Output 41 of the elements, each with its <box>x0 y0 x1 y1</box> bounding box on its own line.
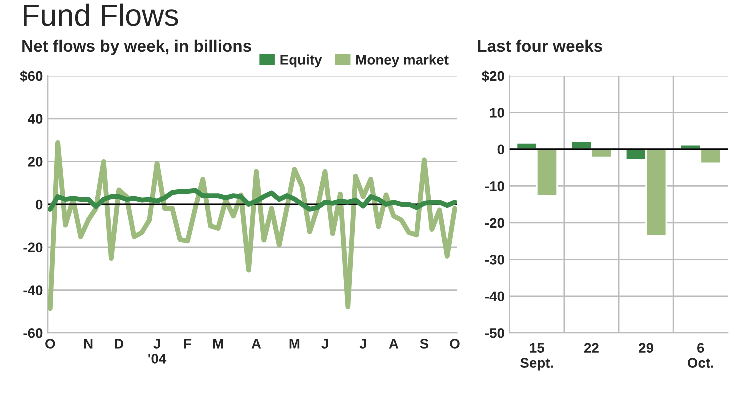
y-tick-label: -40 <box>485 292 504 302</box>
x-tick-label: J <box>322 339 328 349</box>
y-tick-label: -20 <box>485 218 504 228</box>
x-tick-label: 6 Oct. <box>688 343 714 368</box>
y-tick-label: -40 <box>24 286 43 296</box>
y-tick-label: -10 <box>485 182 504 192</box>
y-tick-label: 40 <box>28 114 43 124</box>
x-tick-label: A <box>389 339 399 349</box>
y-tick-label: $20 <box>482 70 504 82</box>
y-tick-label: $60 <box>20 70 43 82</box>
chart-title: Last four weeks <box>478 40 602 52</box>
y-tick-label: -50 <box>485 328 504 338</box>
y-tick-label: 20 <box>28 157 43 167</box>
x-tick-label: 29 <box>639 343 654 354</box>
legend-label: Equity <box>280 54 322 68</box>
x-tick-label: J <box>360 339 366 349</box>
x-tick-label: O <box>450 339 460 349</box>
y-tick-label: 0 <box>36 200 43 210</box>
bar <box>700 148 722 164</box>
bar <box>536 148 558 196</box>
chart-title: Fund Flows <box>24 4 178 26</box>
chart-subtitle: Net flows by week, in billions <box>22 40 252 56</box>
x-tick-label: M <box>290 339 300 349</box>
x-tick-label: 15 Sept. <box>520 343 554 371</box>
x-tick-label: F <box>184 339 192 349</box>
y-tick-label: 10 <box>490 108 504 118</box>
y-tick-label: 0 <box>498 144 504 155</box>
x-tick-label: N <box>84 339 93 349</box>
line-series <box>48 188 458 212</box>
x-tick-label: S <box>420 339 429 349</box>
x-tick-label: 22 <box>584 343 599 353</box>
x-tick-label: J '04 <box>148 339 167 364</box>
line-series <box>48 140 458 312</box>
x-tick-label: D <box>115 339 124 349</box>
y-tick-label: -60 <box>24 328 43 338</box>
x-tick-label: M <box>214 339 224 349</box>
x-tick-label: A <box>252 339 262 349</box>
legend-label: Money market <box>356 54 449 68</box>
y-tick-label: -20 <box>24 242 43 253</box>
y-tick-label: -30 <box>485 255 504 265</box>
x-tick-label: O <box>46 339 56 349</box>
